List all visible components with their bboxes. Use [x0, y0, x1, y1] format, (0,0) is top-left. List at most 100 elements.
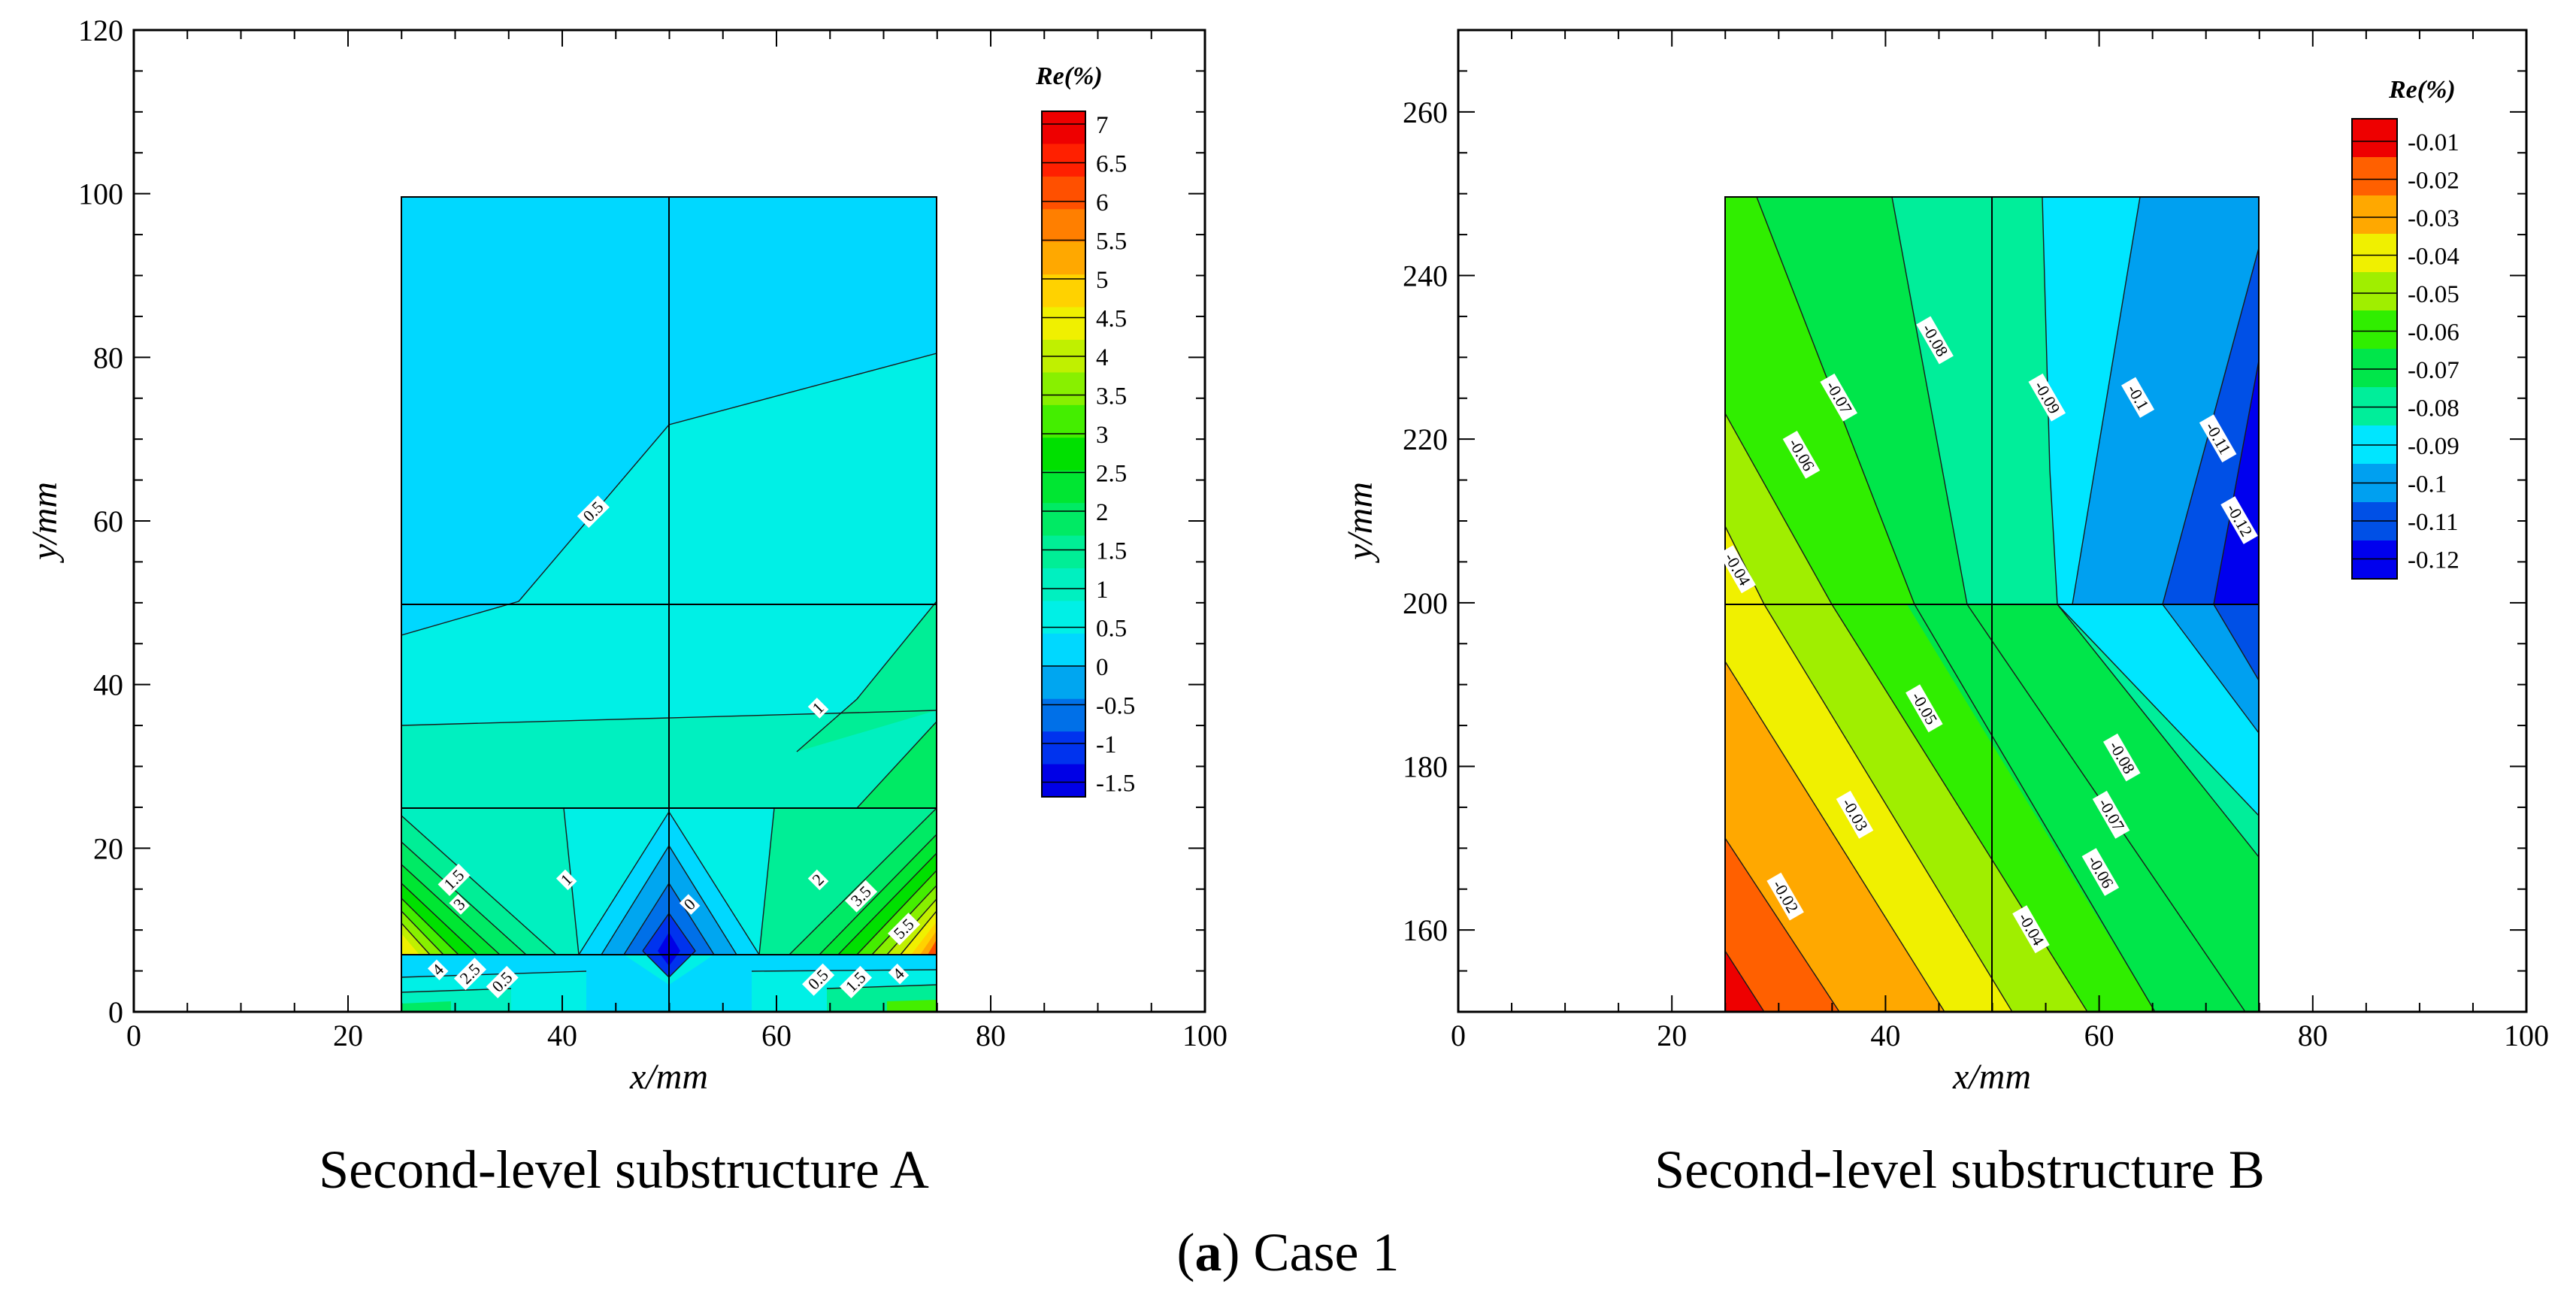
colorbar-label: -0.02 [2408, 168, 2459, 195]
colorbar-label: 4 [1096, 344, 1109, 371]
colorbar-segment [1042, 764, 1085, 798]
colorbar-segment [2352, 195, 2397, 235]
contour-label-bg [1836, 790, 1874, 839]
chart-a-band [928, 940, 937, 955]
colorbar-label: 0.5 [1096, 616, 1127, 643]
contour-label-bg [679, 894, 701, 915]
x-tick-label: 80 [2298, 1019, 2328, 1052]
contour-label-bg [839, 965, 873, 999]
colorbar-label: 5 [1096, 267, 1109, 294]
colorbar-label: 0 [1096, 654, 1109, 681]
contour-label-bg [807, 869, 829, 891]
x-tick-label: 20 [1657, 1019, 1687, 1052]
colorbar-segment [1042, 601, 1085, 634]
contour-label-bg [2092, 790, 2130, 839]
colorbar-frame [1041, 111, 1086, 798]
colorbar-segment [2352, 540, 2397, 580]
y-tick-label: 40 [93, 668, 123, 702]
chart-b-colorbar-title: Re(%) [2388, 76, 2456, 104]
chart-a-band [401, 934, 419, 955]
contour-label-bg [2220, 496, 2258, 544]
figure-caption: (a) Case 1 [0, 1222, 2576, 1284]
colorbar-segment [1042, 470, 1085, 504]
colorbar-segment [1042, 568, 1085, 601]
y-tick-label: 200 [1403, 586, 1448, 620]
contour-label-bg [427, 959, 449, 980]
caption-close-paren: ) [1221, 1222, 1240, 1282]
contour-label-bg [2028, 373, 2066, 422]
contour-label-bg [453, 958, 487, 991]
y-tick-label: 180 [1403, 750, 1448, 784]
colorbar-segment [1042, 111, 1085, 144]
x-tick-label: 0 [126, 1019, 141, 1052]
contour-label-bg [1916, 316, 1954, 365]
contour-label-bg [2012, 905, 2050, 954]
colorbar-segment [2352, 387, 2397, 426]
colorbar-label: -0.09 [2408, 433, 2459, 460]
chart-a-band [401, 1001, 451, 1012]
colorbar-label: 2.5 [1096, 461, 1127, 488]
colorbar-label: 7 [1096, 112, 1109, 139]
colorbar-segment [1042, 274, 1085, 308]
chart-a-subtitle: Second-level substructure A [319, 1140, 929, 1200]
y-tick-label: 100 [78, 177, 123, 211]
chart-b-xlabel: x/mm [1952, 1057, 2031, 1097]
colorbar-label: -0.06 [2408, 319, 2459, 347]
colorbar-label: -1.5 [1096, 771, 1135, 798]
chart-a-colorbar: Re(%) 7 6.5 6 5.5 5 4.5 4 3.5 3 2.5 2 1.5 1 0.5 0 -0.5 -… [1035, 62, 1135, 798]
colorbar-segment [1042, 144, 1085, 177]
contour-label-bg [2081, 848, 2120, 896]
colorbar-segment [2352, 310, 2397, 350]
chart-a-ylabel: y/mm [25, 482, 65, 564]
colorbar-segment [2352, 272, 2397, 311]
colorbar-label: 5.5 [1096, 229, 1127, 256]
y-tick-label: 20 [93, 831, 123, 865]
contour-label-bg [449, 894, 470, 915]
colorbar-segment [1042, 438, 1085, 471]
colorbar-label: -0.12 [2408, 547, 2459, 574]
colorbar-segment [2352, 157, 2397, 196]
colorbar-segment [1042, 241, 1085, 275]
colorbar-segment [1042, 404, 1085, 438]
x-tick-label: 60 [2084, 1019, 2114, 1052]
chart-a-contour-lines [401, 353, 937, 993]
colorbar-label: 3.5 [1096, 383, 1127, 410]
x-tick-label: 0 [1451, 1019, 1466, 1052]
contour-label-bg [577, 495, 610, 528]
colorbar-segment [2352, 349, 2397, 388]
x-tick-label: 100 [2504, 1019, 2549, 1052]
contour-label-bg [2102, 733, 2141, 782]
colorbar-label: 3 [1096, 422, 1109, 449]
contour-label-bg [807, 698, 829, 719]
colorbar-segment [1042, 666, 1085, 700]
caption-text: Case 1 [1253, 1222, 1400, 1282]
x-tick-label: 40 [1870, 1019, 1900, 1052]
colorbar-segment [1042, 503, 1085, 537]
chart-b: 0 20 40 60 80 100 160 180 200 220 240 260 -0.08 -0.0… [1340, 29, 2549, 1200]
colorbar-label: 1.5 [1096, 538, 1127, 565]
contour-label-bg [1718, 545, 1756, 594]
contour-label-bg [486, 965, 519, 999]
chart-b-subtitle: Second-level substructure B [1654, 1140, 2265, 1200]
contour-label: 3.5 [845, 880, 878, 913]
chart-b-ticks: 0 20 40 60 80 100 160 180 200 220 240 260 [1403, 29, 2549, 1052]
chart-a-xlabel: x/mm [629, 1057, 708, 1097]
colorbar-label: 2 [1096, 499, 1109, 526]
chart-a-band [887, 1000, 937, 1012]
chart-b-band [2042, 197, 2140, 604]
colorbar-segment [1042, 731, 1085, 765]
chart-a-band [857, 662, 937, 808]
x-tick-label: 40 [547, 1019, 577, 1052]
colorbar-segment [1042, 372, 1085, 406]
chart-a-colorbar-title: Re(%) [1035, 62, 1103, 90]
y-tick-label: 160 [1403, 913, 1448, 947]
colorbar-label: -0.04 [2408, 244, 2459, 271]
contour-label-bg [555, 869, 577, 891]
colorbar-segment [1042, 176, 1085, 210]
contour-label-bg [1766, 872, 1804, 921]
y-tick-label: 120 [78, 14, 123, 47]
contour-label: -0.11 [2199, 414, 2237, 463]
colorbar-label: -0.07 [2408, 357, 2459, 384]
x-tick-label: 80 [976, 1019, 1006, 1052]
